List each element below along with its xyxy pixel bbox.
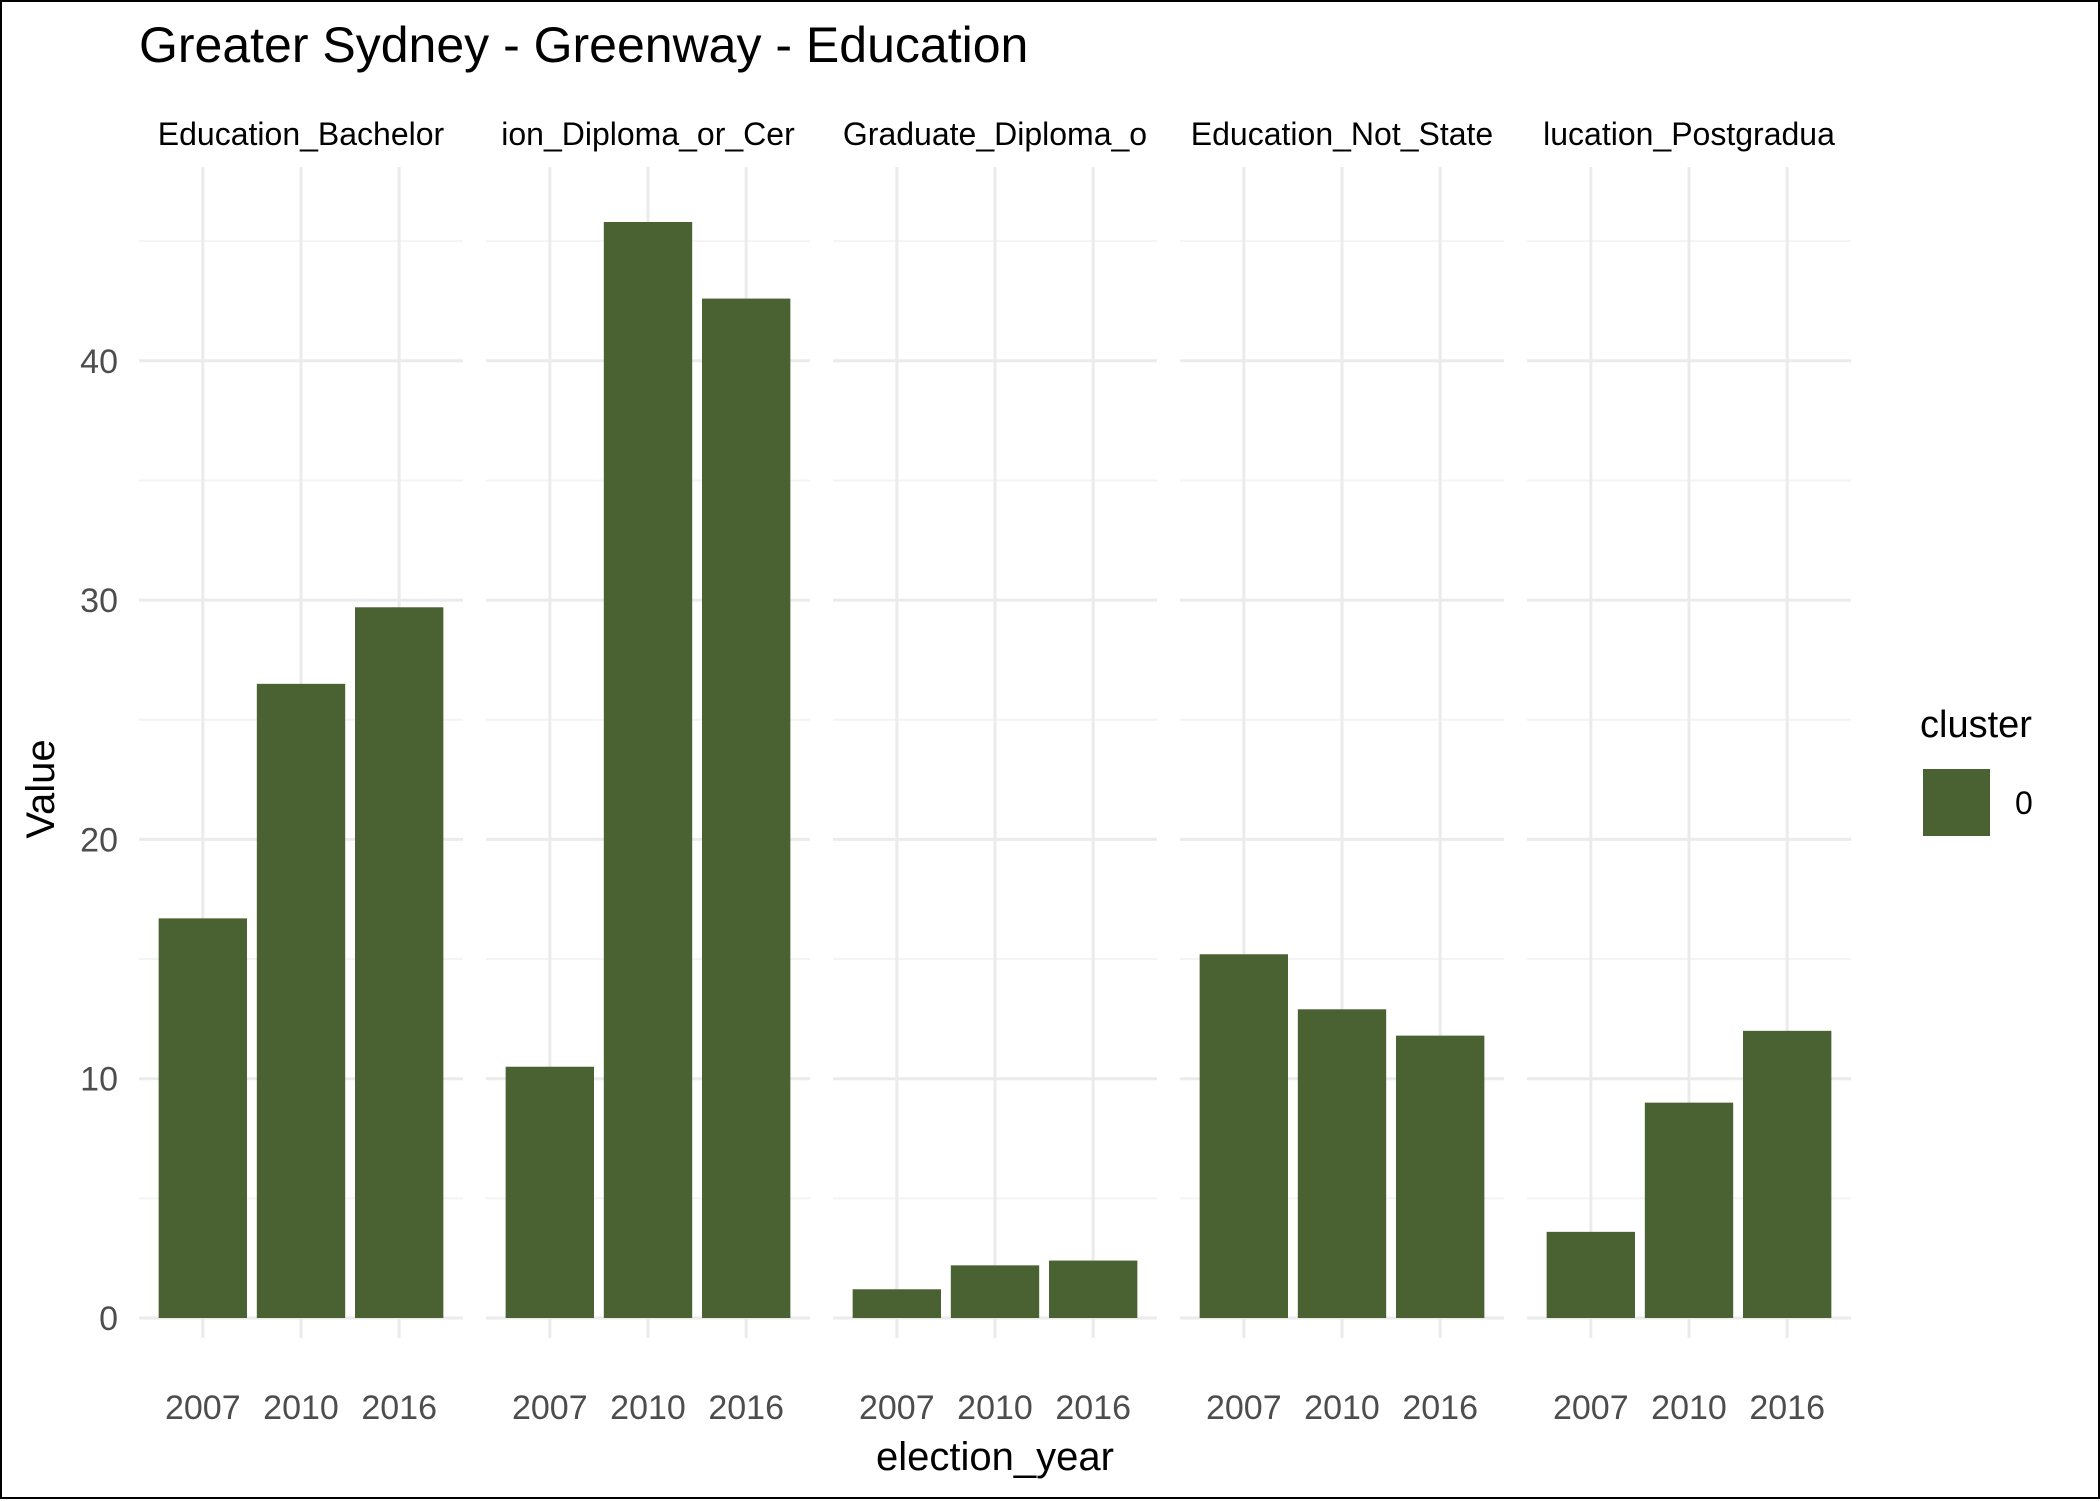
facet-label: Education_Bachelor xyxy=(158,116,445,152)
bar xyxy=(1396,1035,1485,1318)
x-tick-label: 2007 xyxy=(1206,1389,1282,1427)
bar xyxy=(1644,1102,1734,1318)
bar xyxy=(702,298,791,1318)
bar xyxy=(256,683,346,1318)
y-tick-label: 40 xyxy=(80,343,118,381)
x-tick-label: 2016 xyxy=(361,1389,437,1427)
x-tick-label: 2010 xyxy=(957,1389,1033,1427)
x-tick-label: 2016 xyxy=(708,1389,784,1427)
x-tick-label: 2010 xyxy=(263,1389,339,1427)
x-tick-label: 2016 xyxy=(1749,1389,1825,1427)
bar xyxy=(1297,1009,1387,1318)
x-tick-label: 2010 xyxy=(610,1389,686,1427)
x-tick-label: 2007 xyxy=(512,1389,588,1427)
bar xyxy=(505,1066,594,1318)
facet-label: lucation_Postgradua xyxy=(1543,116,1835,152)
x-tick-label: 2016 xyxy=(1055,1389,1131,1427)
bar xyxy=(1546,1231,1635,1318)
x-axis-label: election_year xyxy=(876,1435,1114,1479)
bars xyxy=(158,222,1832,1319)
x-tick-label: 2007 xyxy=(165,1389,241,1427)
bar xyxy=(1049,1260,1138,1318)
y-tick-label: 20 xyxy=(80,821,118,859)
bar xyxy=(1743,1030,1832,1318)
y-tick-label: 30 xyxy=(80,582,118,620)
bar xyxy=(852,1289,941,1318)
bar xyxy=(1199,954,1288,1318)
y-tick-label: 10 xyxy=(80,1061,118,1099)
x-tick-label: 2010 xyxy=(1304,1389,1380,1427)
bar xyxy=(158,918,247,1318)
legend-title: cluster xyxy=(1920,704,2032,746)
facet-label: Education_Not_State xyxy=(1191,116,1493,152)
x-tick-label: 2007 xyxy=(1553,1389,1629,1427)
y-axis-label: Value xyxy=(19,739,63,838)
x-tick-label: 2010 xyxy=(1651,1389,1727,1427)
chart-title: Greater Sydney - Greenway - Education xyxy=(139,17,1028,73)
y-tick-label: 0 xyxy=(99,1300,118,1338)
facet-label: Graduate_Diploma_o xyxy=(843,116,1147,152)
bar xyxy=(950,1265,1040,1318)
bar xyxy=(603,222,693,1319)
x-tick-label: 2007 xyxy=(859,1389,935,1427)
bar xyxy=(355,607,444,1318)
legend-item-label: 0 xyxy=(2015,785,2033,821)
x-tick-label: 2016 xyxy=(1402,1389,1478,1427)
facet-label: ion_Diploma_or_Cer xyxy=(501,116,795,152)
legend-key-0 xyxy=(1923,769,1990,836)
